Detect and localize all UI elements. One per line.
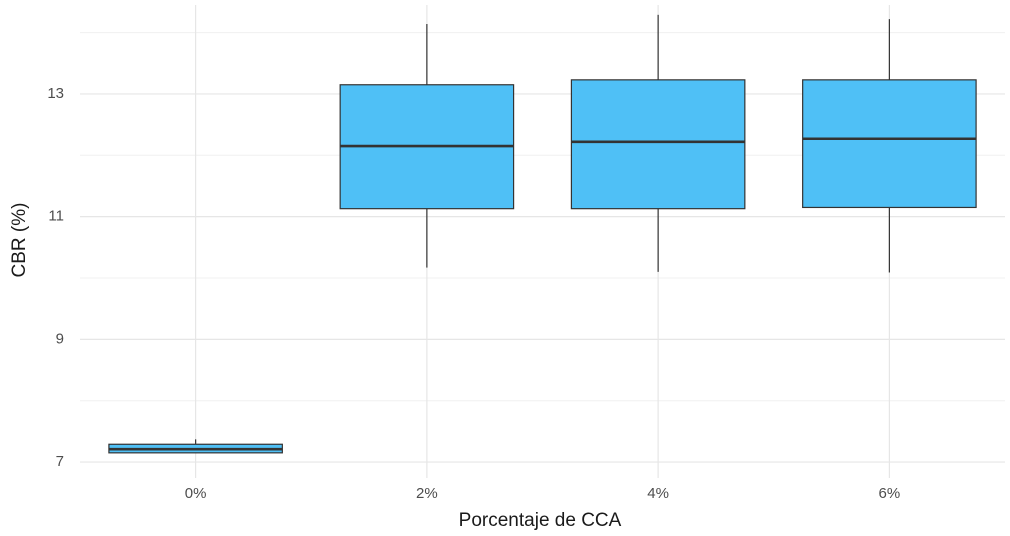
y-tick-label: 7 <box>56 453 64 470</box>
y-axis-title: CBR (%) <box>9 203 30 278</box>
x-tick-label: 6% <box>879 485 901 502</box>
y-tick-label: 9 <box>56 330 64 347</box>
y-tick-label: 11 <box>48 208 64 225</box>
x-tick-label: 0% <box>185 485 207 502</box>
x-tick-label: 2% <box>416 485 438 502</box>
y-tick-label: 13 <box>47 85 64 102</box>
x-tick-label: 4% <box>647 485 669 502</box>
box <box>570 79 746 210</box>
box <box>802 79 977 209</box>
x-axis-title: Porcentaje de CCA <box>459 510 622 531</box>
